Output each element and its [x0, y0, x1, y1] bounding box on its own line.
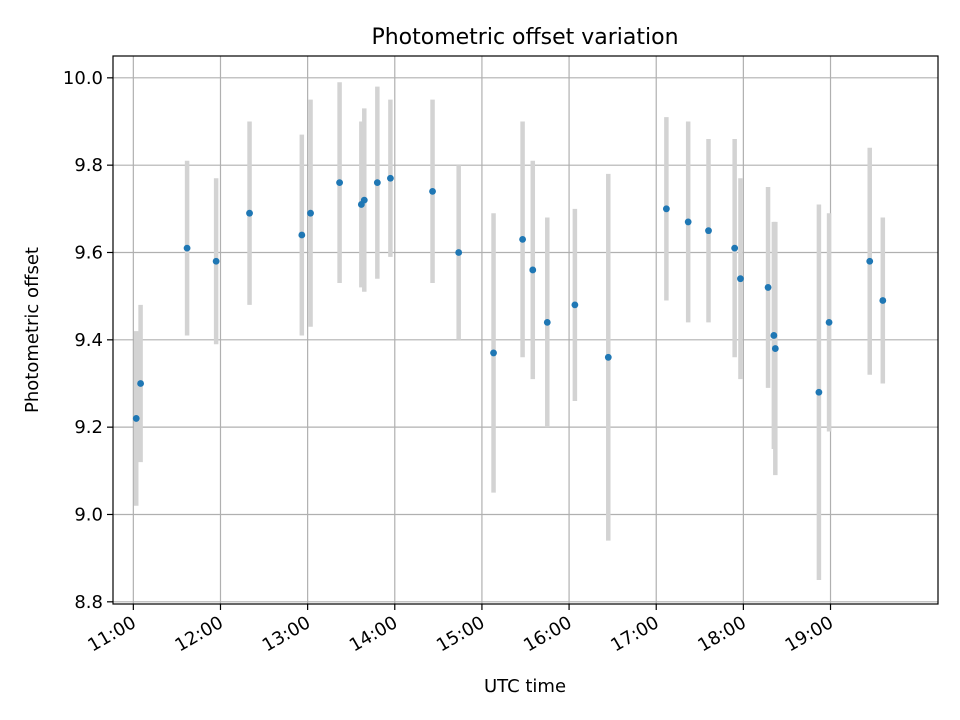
data-point [429, 187, 436, 195]
chart-title: Photometric offset variation [371, 25, 678, 50]
data-point [571, 301, 579, 309]
y-tick-label: 9.8 [74, 155, 103, 176]
data-point [519, 235, 526, 243]
y-tick-label: 8.8 [74, 592, 103, 613]
data-point [815, 388, 823, 396]
data-point [770, 332, 778, 339]
data-point [737, 275, 744, 283]
data-point [246, 209, 253, 217]
y-tick-label: 9.4 [74, 330, 103, 351]
y-tick-label: 9.2 [74, 417, 103, 438]
data-point [529, 266, 537, 274]
data-point [604, 353, 612, 361]
data-point [183, 244, 191, 252]
data-point [132, 415, 140, 422]
data-point [387, 174, 394, 182]
data-point [373, 179, 381, 187]
data-point [705, 227, 712, 235]
data-point [771, 345, 779, 352]
data-points [132, 174, 887, 422]
data-point [731, 244, 739, 252]
data-point [455, 249, 463, 256]
gridlines [113, 56, 938, 604]
data-point [137, 380, 144, 387]
y-tick-label: 9.6 [74, 242, 103, 263]
data-point [879, 297, 887, 304]
data-point [866, 257, 874, 265]
data-point [298, 231, 306, 239]
data-point [825, 318, 833, 326]
data-point [360, 196, 368, 204]
plot-frame [112, 55, 939, 605]
data-point [336, 179, 343, 187]
data-point [307, 209, 314, 217]
data-point [684, 218, 692, 226]
data-point [764, 284, 772, 291]
data-point [490, 349, 497, 357]
x-axis-label: UTC time [484, 676, 566, 697]
y-tick-label: 9.0 [74, 504, 103, 525]
y-axis-label: Photometric offset [22, 247, 43, 413]
data-point [212, 257, 220, 265]
data-point [662, 205, 670, 213]
data-point [543, 318, 551, 326]
y-tick-label: 10.0 [63, 68, 103, 89]
